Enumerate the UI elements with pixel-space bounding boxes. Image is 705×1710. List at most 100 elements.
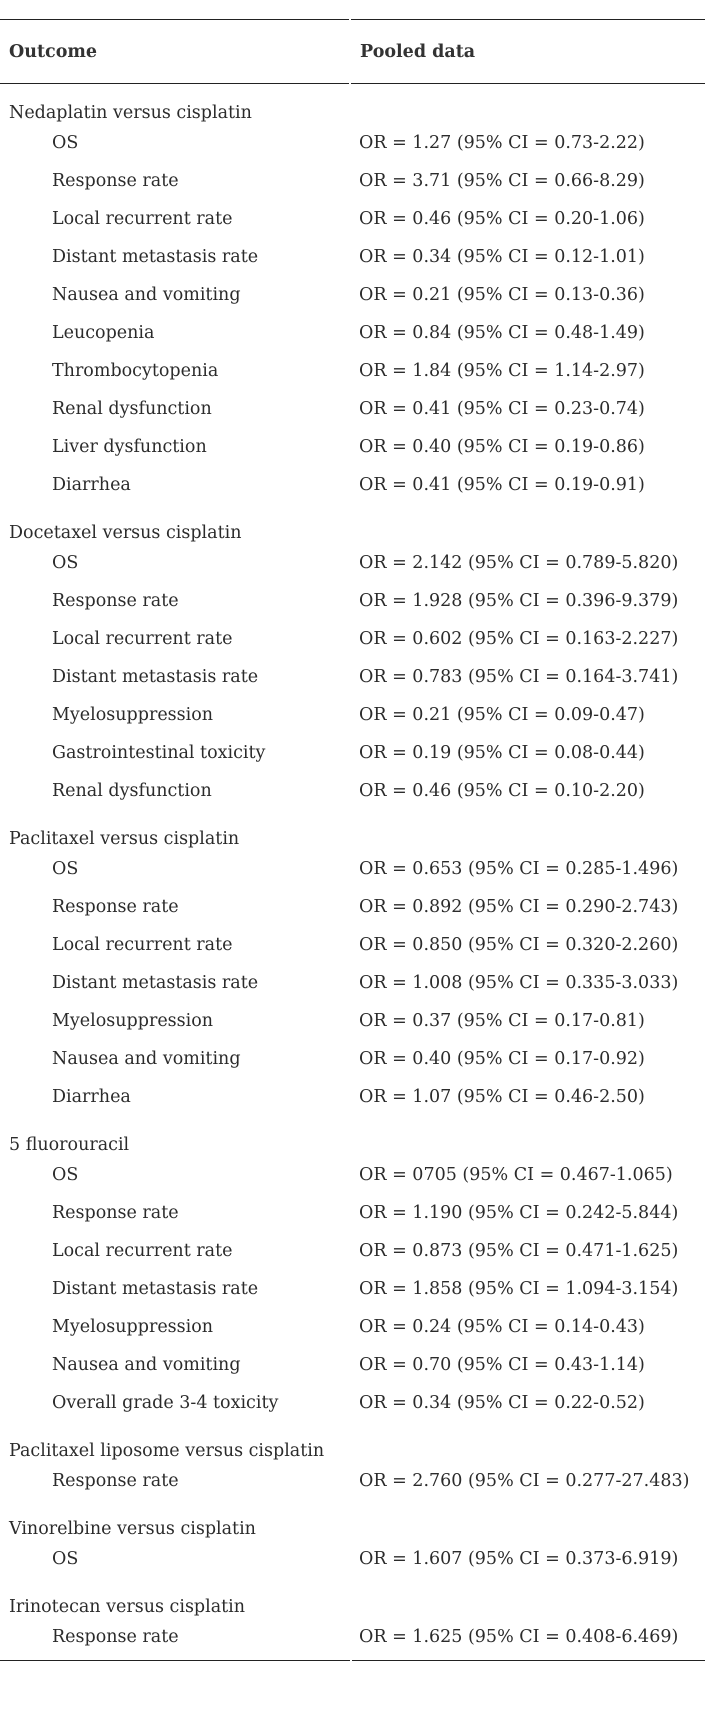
pooled-data-cell: OR = 0.46 (95% CI = 0.20-1.06) [359,208,645,229]
outcome-cell: Response rate [52,1202,179,1223]
pooled-data-cell: OR = 1.190 (95% CI = 0.242-5.844) [359,1202,679,1223]
table-row: Myelosuppression OR = 0.24 (95% CI = 0.14… [0,1308,705,1346]
table-row: Diarrhea OR = 1.07 (95% CI = 0.46-2.50) [0,1078,705,1116]
table-row: Gastrointestinal toxicity OR = 0.19 (95% … [0,734,705,772]
outcome-cell: Renal dysfunction [52,398,212,419]
table-header: Outcome Pooled data [0,19,705,84]
pooled-data-cell: OR = 0.873 (95% CI = 0.471-1.625) [359,1240,679,1261]
pooled-data-cell: OR = 0.40 (95% CI = 0.19-0.86) [359,436,645,457]
table-row: Renal dysfunction OR = 0.41 (95% CI = 0.2… [0,390,705,428]
outcome-cell: Leucopenia [52,322,155,343]
outcome-cell: Response rate [52,170,179,191]
table-row: OS OR = 1.27 (95% CI = 0.73-2.22) [0,124,705,162]
table-row: Distant metastasis rate OR = 1.008 (95% C… [0,964,705,1002]
pooled-data-cell: OR = 2.760 (95% CI = 0.277-27.483) [359,1470,690,1491]
table-row: Response rate OR = 3.71 (95% CI = 0.66-8.… [0,162,705,200]
outcome-cell: Myelosuppression [52,1316,214,1337]
table-row: Response rate OR = 2.760 (95% CI = 0.277-… [0,1462,705,1500]
pooled-data-cell: OR = 0.70 (95% CI = 0.43-1.14) [359,1354,645,1375]
pooled-data-cell: OR = 1.625 (95% CI = 0.408-6.469) [359,1626,679,1647]
table-row: Local recurrent rate OR = 0.46 (95% CI = … [0,200,705,238]
table-row: Response rate OR = 1.928 (95% CI = 0.396-… [0,582,705,620]
table-row: OS OR = 1.607 (95% CI = 0.373-6.919) [0,1540,705,1578]
group-title: Vinorelbine versus cisplatin [9,1519,256,1539]
table-row: Response rate OR = 1.190 (95% CI = 0.242-… [0,1194,705,1232]
outcome-cell: Gastrointestinal toxicity [52,742,266,763]
outcome-cell: Response rate [52,1470,179,1491]
pooled-data-cell: OR = 0.850 (95% CI = 0.320-2.260) [359,934,679,955]
table-row: Nausea and vomiting OR = 0.70 (95% CI = 0… [0,1346,705,1384]
table-row: Renal dysfunction OR = 0.46 (95% CI = 0.1… [0,772,705,810]
group-title: Nedaplatin versus cisplatin [9,103,252,123]
table-row: Thrombocytopenia OR = 1.84 (95% CI = 1.14… [0,352,705,390]
outcome-cell: OS [52,1548,79,1569]
table-row: Nausea and vomiting OR = 0.21 (95% CI = 0… [0,276,705,314]
results-table-container: Outcome Pooled data Nedaplatin versus ci… [0,19,705,1663]
group-row: Nedaplatin versus cisplatin [0,84,705,125]
pooled-data-cell: OR = 0.892 (95% CI = 0.290-2.743) [359,896,679,917]
pooled-data-cell: OR = 0.783 (95% CI = 0.164-3.741) [359,666,679,687]
pooled-data-cell: OR = 1.928 (95% CI = 0.396-9.379) [359,590,679,611]
outcome-cell: Overall grade 3-4 toxicity [52,1392,279,1413]
pooled-data-cell: OR = 0.19 (95% CI = 0.08-0.44) [359,742,645,763]
outcome-cell: Nausea and vomiting [52,284,241,305]
group-title: Docetaxel versus cisplatin [9,523,242,543]
outcome-cell: Local recurrent rate [52,1240,233,1261]
table-row: Liver dysfunction OR = 0.40 (95% CI = 0.1… [0,428,705,466]
pooled-data-cell: OR = 0705 (95% CI = 0.467-1.065) [359,1164,673,1185]
outcome-cell: Nausea and vomiting [52,1048,241,1069]
pooled-data-cell: OR = 1.607 (95% CI = 0.373-6.919) [359,1548,679,1569]
table-row: Response rate OR = 0.892 (95% CI = 0.290-… [0,888,705,926]
pooled-data-cell: OR = 1.858 (95% CI = 1.094-3.154) [359,1278,679,1299]
pooled-data-cell: OR = 1.84 (95% CI = 1.14-2.97) [359,360,645,381]
group-title: 5 fluorouracil [9,1135,130,1155]
table-body: Nedaplatin versus cisplatin OS OR = 1.27 (… [0,84,705,1657]
table-row: Distant metastasis rate OR = 1.858 (95% C… [0,1270,705,1308]
group-row: Docetaxel versus cisplatin [0,504,705,544]
outcome-cell: Distant metastasis rate [52,666,259,687]
table-bottom-rule [0,1659,705,1663]
pooled-data-cell: OR = 0.37 (95% CI = 0.17-0.81) [359,1010,645,1031]
group-row: Vinorelbine versus cisplatin [0,1500,705,1540]
group-row: Paclitaxel versus cisplatin [0,810,705,850]
pooled-data-cell: OR = 1.008 (95% CI = 0.335-3.033) [359,972,679,993]
outcome-cell: Diarrhea [52,1086,131,1107]
outcome-cell: OS [52,858,79,879]
outcome-cell: Nausea and vomiting [52,1354,241,1375]
pooled-data-cell: OR = 0.46 (95% CI = 0.10-2.20) [359,780,645,801]
outcome-cell: Myelosuppression [52,1010,214,1031]
outcome-cell: OS [52,552,79,573]
outcome-column-header: Outcome [0,19,351,84]
table-row: Local recurrent rate OR = 0.602 (95% CI =… [0,620,705,658]
table-row: Distant metastasis rate OR = 0.34 (95% CI… [0,238,705,276]
outcome-cell: Response rate [52,1626,179,1647]
pooled-data-cell: OR = 1.07 (95% CI = 0.46-2.50) [359,1086,645,1107]
group-title: Irinotecan versus cisplatin [9,1597,246,1617]
table-row: Overall grade 3-4 toxicity OR = 0.34 (95%… [0,1384,705,1422]
table-row: Leucopenia OR = 0.84 (95% CI = 0.48-1.49) [0,314,705,352]
table-row: OS OR = 0705 (95% CI = 0.467-1.065) [0,1156,705,1194]
pooled-data-cell: OR = 0.34 (95% CI = 0.22-0.52) [359,1392,645,1413]
outcome-cell: Distant metastasis rate [52,246,259,267]
group-title: Paclitaxel versus cisplatin [9,829,240,849]
table-row: Diarrhea OR = 0.41 (95% CI = 0.19-0.91) [0,466,705,504]
pooled-data-cell: OR = 0.653 (95% CI = 0.285-1.496) [359,858,679,879]
pooled-data-cell: OR = 0.21 (95% CI = 0.13-0.36) [359,284,645,305]
table-row: Distant metastasis rate OR = 0.783 (95% C… [0,658,705,696]
table-row: Response rate OR = 1.625 (95% CI = 0.408-… [0,1618,705,1656]
group-row: 5 fluorouracil [0,1116,705,1156]
group-row: Paclitaxel liposome versus cisplatin [0,1422,705,1462]
outcome-cell: OS [52,132,79,153]
header-row: Outcome Pooled data [0,19,705,84]
pooled-data-cell: OR = 0.41 (95% CI = 0.23-0.74) [359,398,645,419]
pooled-data-cell: OR = 2.142 (95% CI = 0.789-5.820) [359,552,679,573]
outcome-cell: Response rate [52,590,179,611]
group-row: Irinotecan versus cisplatin [0,1578,705,1618]
outcome-cell: Renal dysfunction [52,780,212,801]
pooled-data-cell: OR = 1.27 (95% CI = 0.73-2.22) [359,132,645,153]
outcome-cell: Diarrhea [52,474,131,495]
pooled-data-column-header: Pooled data [350,19,705,84]
outcome-cell: Response rate [52,896,179,917]
group-title: Paclitaxel liposome versus cisplatin [9,1441,325,1461]
outcome-cell: Myelosuppression [52,704,214,725]
